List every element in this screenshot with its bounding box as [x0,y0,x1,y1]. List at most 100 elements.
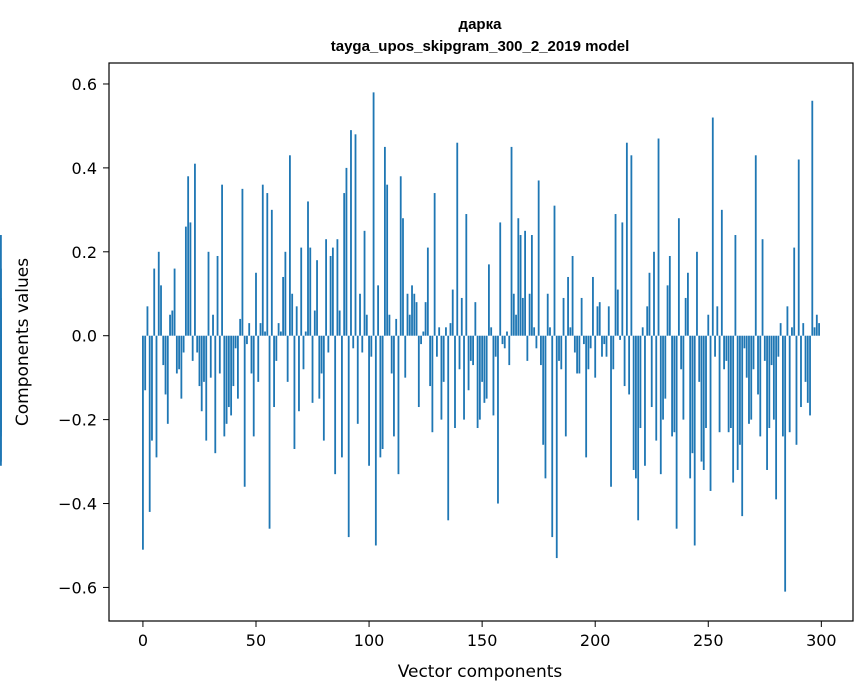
bar [705,335,707,429]
bar [225,335,228,424]
bar [499,222,502,336]
bar [460,297,463,336]
bar [779,323,782,336]
bar [279,331,282,336]
bar [456,142,459,336]
bar [363,230,366,336]
bar [207,251,210,336]
bar [488,264,490,336]
bar [153,268,156,336]
bar [813,327,816,336]
bar [732,335,735,483]
chart-subtitle: tayga_upos_skipgram_300_2_2019 model [331,38,630,55]
bar [786,306,789,336]
bar [322,335,325,441]
bar [551,335,554,538]
bar [781,335,784,437]
bar [605,335,608,357]
bar [501,335,504,345]
bar [754,155,757,336]
bar [325,239,327,336]
bar [327,335,330,353]
bar [709,335,712,491]
bar [187,176,190,336]
bar [365,314,368,336]
bar [458,335,461,370]
bar [146,306,149,336]
bar [383,146,386,336]
bar [345,167,348,336]
bar [818,323,820,336]
bar [616,289,619,336]
bar [313,310,316,336]
bar [648,272,651,336]
y-tick-label: 0.2 [72,243,97,262]
bar [273,335,275,408]
bar [700,335,703,462]
bar [567,276,569,336]
y-axis-ticks: −0.6 −0.4 −0.2 0.0 0.2 0.4 0.6 [58,75,109,597]
bar [302,335,305,370]
bar [537,180,540,336]
bar [741,335,744,517]
bar [560,335,563,370]
bar [644,335,646,466]
bar [519,235,522,336]
y-tick-label: −0.4 [58,495,97,514]
y-tick-label: −0.2 [58,411,97,430]
bar [259,323,262,336]
bar [481,335,484,382]
bar [748,335,750,424]
bar [612,335,615,370]
bar [293,335,296,449]
bar [723,335,726,370]
bar [0,235,2,336]
bar [492,335,495,416]
bar [372,92,375,336]
bar [451,289,454,336]
bar [0,335,2,378]
chart-title: дарка [459,16,503,33]
bar [815,314,818,336]
bar [307,201,309,336]
bar [467,335,470,391]
bar [601,335,603,357]
bar [797,159,800,336]
bar [653,251,655,336]
bar [777,335,780,357]
bar [725,335,728,361]
bar [576,335,579,374]
bar [173,268,176,336]
bar [757,335,759,395]
bar [739,335,741,445]
bar [148,335,151,512]
bar [402,218,404,336]
bar [526,335,529,361]
bar [295,306,298,336]
bar [284,251,287,336]
bar [230,335,233,416]
bar [635,335,637,479]
bar [336,239,339,336]
bar [241,188,244,336]
bar [449,323,452,336]
bar [420,335,422,345]
bar [388,314,391,336]
bar [542,335,545,445]
bar [745,335,748,378]
bar [157,251,160,336]
bar [184,226,187,336]
bar [666,285,669,336]
bar [607,306,610,336]
bar [768,335,771,429]
bar [198,335,201,387]
bar [641,327,644,336]
bar [359,293,361,336]
bar [632,335,635,470]
bar [763,335,766,361]
bar [720,209,723,336]
bar [558,335,560,361]
bar [628,335,631,395]
bar [793,247,796,336]
